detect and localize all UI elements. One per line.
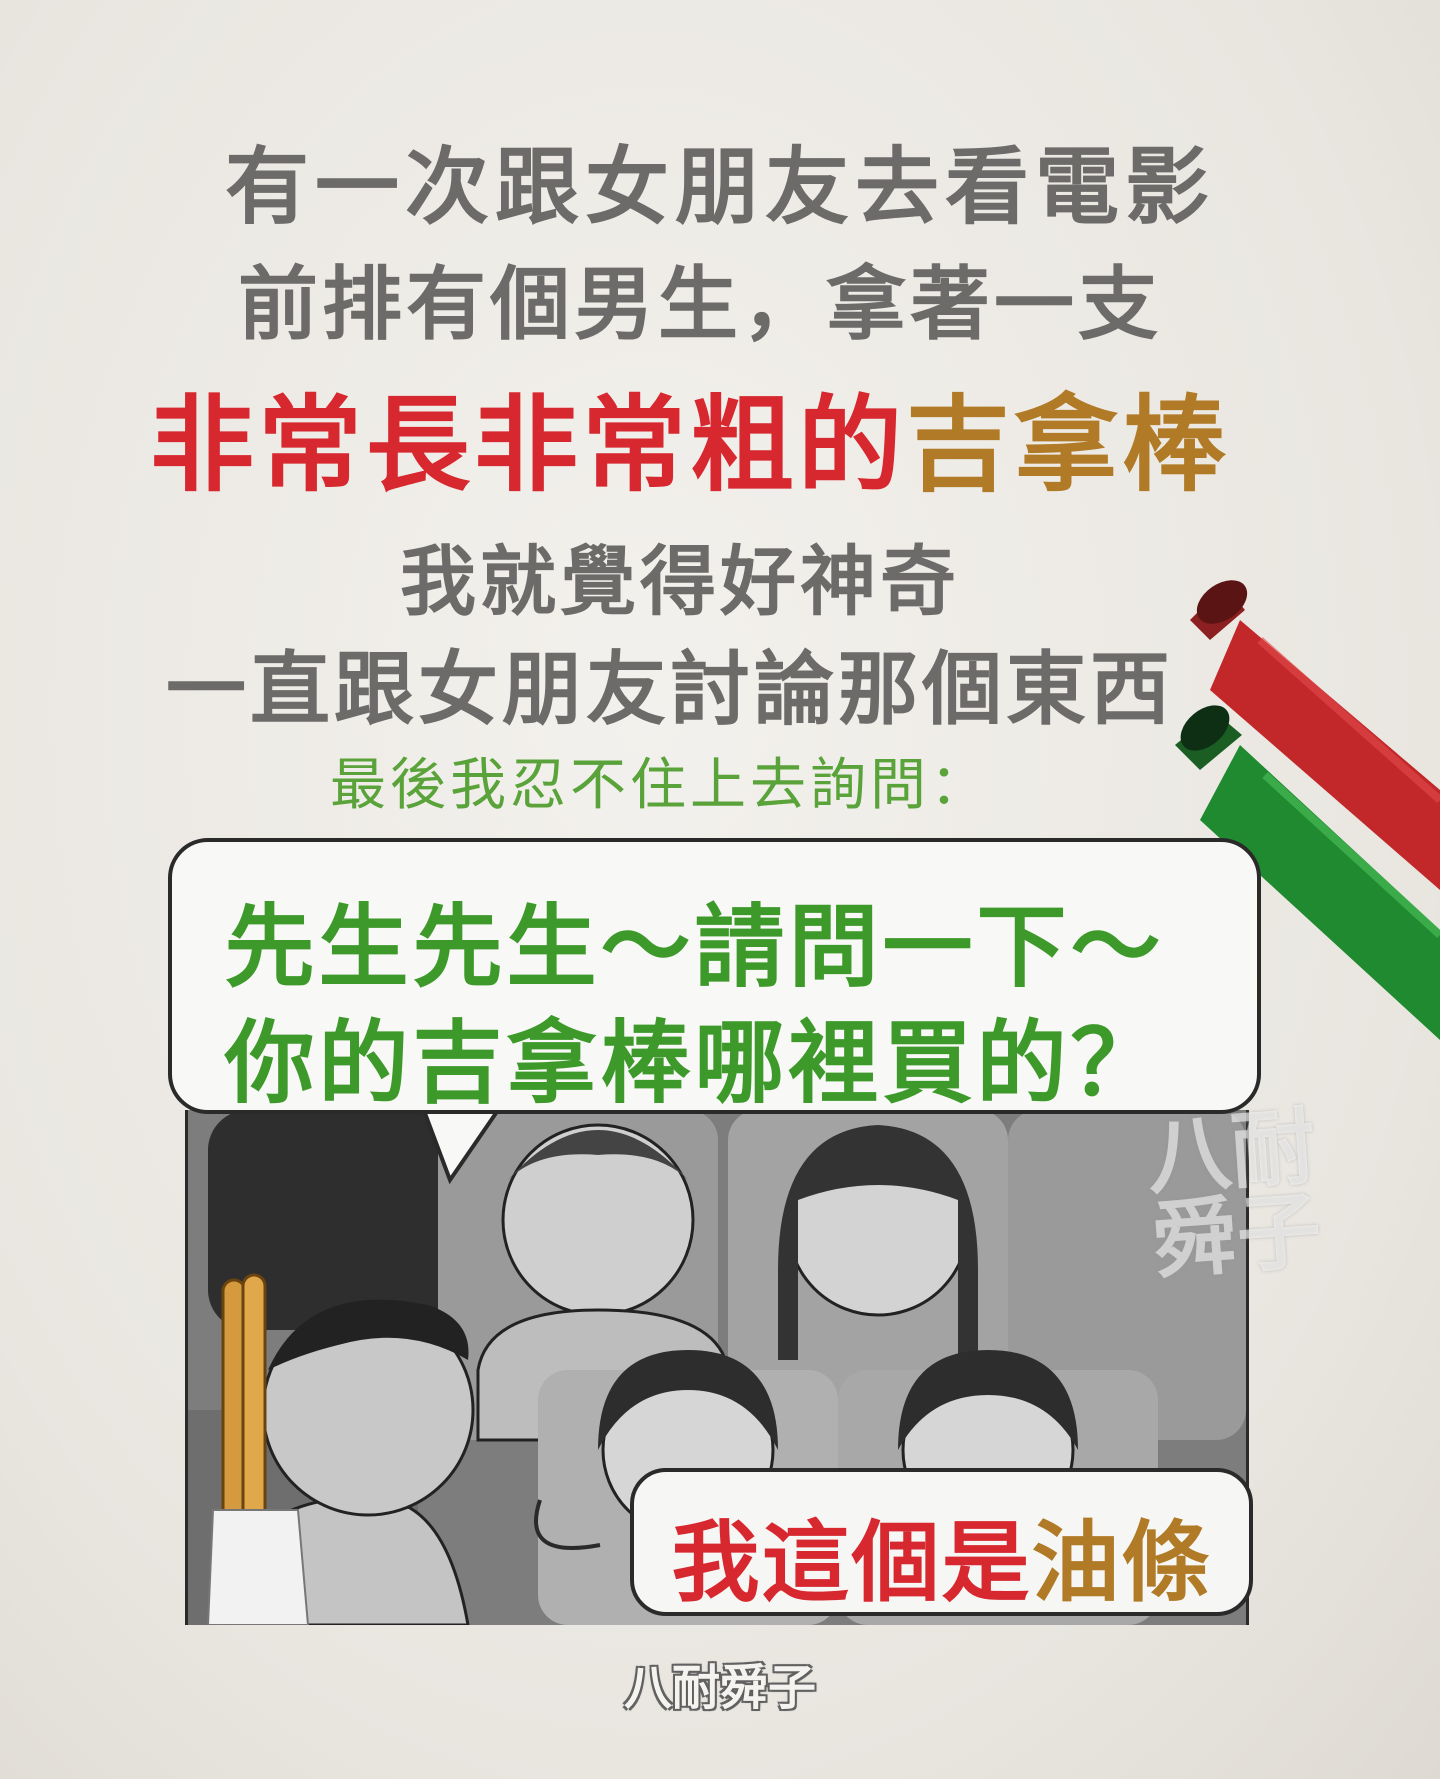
- shadow-viewer: [208, 1110, 458, 1330]
- caption-highlight-red: 非常長非常粗的: [149, 384, 906, 506]
- caption-highlight-brown: 吉拿棒: [906, 384, 1231, 506]
- answer-text: 我這個是油條: [634, 1492, 1249, 1619]
- speech-bubble-question: 先生先生～請問一下～ 你的吉拿棒哪裡買的？: [168, 838, 1261, 1116]
- question-line-1: 先生先生～請問一下～: [224, 895, 1165, 1000]
- caption-line-4: 我就覺得好神奇: [400, 537, 960, 626]
- caption-line-5: 一直跟女朋友討論那個東西: [166, 643, 1174, 736]
- watermark-large-line-2: 舜子: [1149, 1181, 1325, 1291]
- caption-line-3: 非常長非常粗的吉拿棒: [0, 360, 1410, 511]
- caption-line-1: 有一次跟女朋友去看電影: [224, 138, 1215, 236]
- answer-brown: 油條: [1031, 1511, 1212, 1614]
- churro-icon: [206, 1273, 310, 1625]
- watermark-small: 八耐舜子: [623, 1660, 816, 1716]
- man-hair: [508, 1130, 688, 1180]
- answer-red: 我這個是: [671, 1511, 1032, 1614]
- caption-line-6: 最後我忍不住上去詢問：: [330, 753, 990, 818]
- speech-bubble-answer: 我這個是油條: [630, 1468, 1253, 1616]
- seat-back: [1008, 1110, 1246, 1440]
- cinema-scene: [188, 1110, 1246, 1625]
- question-line-2: 你的吉拿棒哪裡買的？: [224, 1011, 1165, 1116]
- red-marker-icon: [1190, 580, 1440, 890]
- caption-line-2: 前排有個男生，拿著一支: [238, 258, 1162, 351]
- comic-panel: [185, 1110, 1249, 1625]
- green-marker-icon: [1175, 705, 1440, 1040]
- watermark-large: 八耐 舜子: [1144, 1097, 1325, 1291]
